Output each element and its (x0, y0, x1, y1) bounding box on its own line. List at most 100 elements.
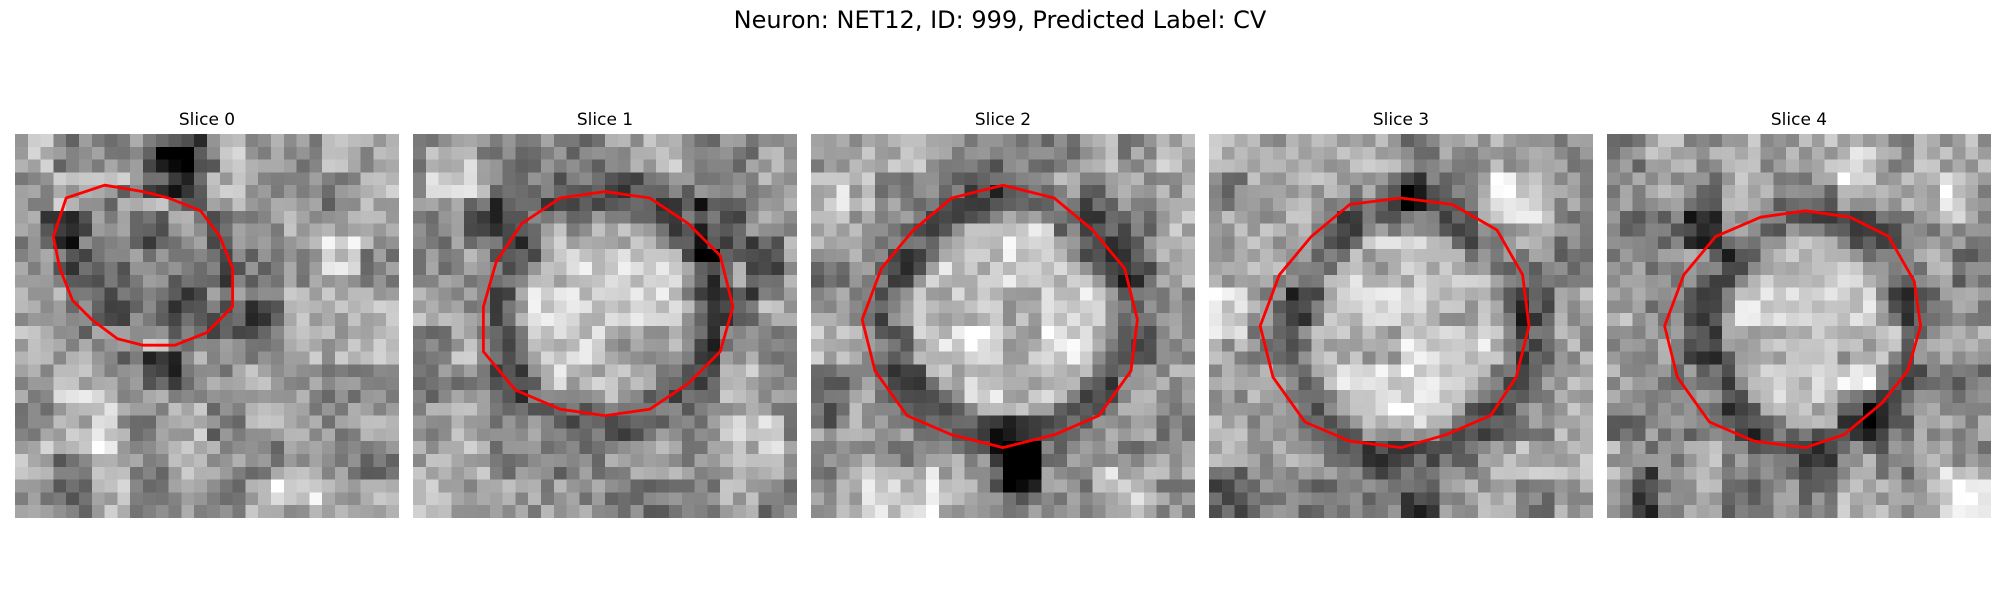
image-pixel (1799, 249, 1813, 263)
image-pixel (913, 262, 927, 276)
image-pixel (1824, 287, 1838, 301)
image-pixel (413, 466, 427, 480)
image-pixel (1939, 415, 1953, 429)
image-pixel (745, 390, 759, 404)
image-pixel (117, 210, 131, 224)
image-pixel (1735, 441, 1749, 455)
image-pixel (1939, 300, 1953, 314)
image-pixel (1375, 274, 1389, 288)
image-pixel (1978, 402, 1991, 416)
image-pixel (720, 172, 734, 186)
image-pixel (1156, 287, 1170, 301)
image-pixel (1978, 313, 1991, 327)
image-pixel (232, 274, 246, 288)
image-pixel (489, 185, 503, 199)
image-pixel (1747, 159, 1761, 173)
image-pixel (579, 351, 593, 365)
image-pixel (1401, 338, 1415, 352)
image-pixel (643, 287, 657, 301)
image-pixel (1939, 351, 1953, 365)
image-pixel (1490, 415, 1504, 429)
image-pixel (1773, 159, 1787, 173)
image-pixel (53, 172, 67, 186)
image-pixel (464, 172, 478, 186)
image-pixel (515, 287, 529, 301)
image-pixel (926, 185, 940, 199)
image-pixel (1965, 300, 1979, 314)
image-pixel (322, 300, 336, 314)
image-pixel (232, 287, 246, 301)
image-pixel (939, 505, 953, 518)
image-pixel (464, 338, 478, 352)
image-pixel (1234, 441, 1248, 455)
image-pixel (745, 134, 759, 148)
image-pixel (592, 210, 606, 224)
image-pixel (130, 223, 144, 237)
image-pixel (771, 134, 785, 148)
image-pixel (977, 274, 991, 288)
image-pixel (694, 505, 708, 518)
image-pixel (245, 338, 259, 352)
image-pixel (1221, 415, 1235, 429)
image-pixel (1580, 428, 1593, 442)
image-pixel (592, 377, 606, 391)
image-pixel (155, 466, 169, 480)
image-pixel (386, 415, 399, 429)
image-pixel (1567, 326, 1581, 340)
image-pixel (335, 364, 349, 378)
image-pixel (553, 326, 567, 340)
image-pixel (964, 351, 978, 365)
image-pixel (1169, 415, 1183, 429)
image-pixel (1580, 338, 1593, 352)
image-pixel (155, 351, 169, 365)
image-pixel (592, 198, 606, 212)
image-pixel (1105, 441, 1119, 455)
image-pixel (219, 402, 233, 416)
image-pixel (784, 377, 797, 391)
image-pixel (720, 466, 734, 480)
image-pixel (1863, 364, 1877, 378)
image-pixel (1554, 492, 1568, 506)
image-pixel (720, 415, 734, 429)
image-pixel (489, 454, 503, 468)
image-pixel (451, 249, 465, 263)
image-pixel (1978, 390, 1991, 404)
image-pixel (541, 185, 555, 199)
image-pixel (1452, 300, 1466, 314)
image-pixel (66, 198, 80, 212)
image-pixel (40, 313, 54, 327)
image-pixel (130, 428, 144, 442)
image-pixel (1092, 364, 1106, 378)
image-pixel (1927, 223, 1941, 237)
image-pixel (258, 390, 272, 404)
image-pixel (823, 505, 837, 518)
image-pixel (309, 364, 323, 378)
image-pixel (1952, 287, 1966, 301)
image-pixel (232, 390, 246, 404)
image-pixel (1607, 159, 1621, 173)
image-pixel (1786, 185, 1800, 199)
image-pixel (1067, 313, 1081, 327)
image-pixel (1658, 364, 1672, 378)
image-pixel (553, 479, 567, 493)
image-pixel (694, 466, 708, 480)
image-pixel (694, 441, 708, 455)
image-pixel (1041, 172, 1055, 186)
image-pixel (1209, 172, 1223, 186)
image-pixel (309, 300, 323, 314)
image-pixel (373, 172, 387, 186)
image-pixel (1234, 287, 1248, 301)
image-pixel (1324, 338, 1338, 352)
image-pixel (1645, 300, 1659, 314)
image-pixel (720, 198, 734, 212)
image-pixel (1978, 236, 1991, 250)
image-pixel (1914, 210, 1928, 224)
image-pixel (1607, 146, 1621, 160)
image-pixel (1298, 185, 1312, 199)
image-pixel (309, 338, 323, 352)
image-pixel (1273, 492, 1287, 506)
image-pixel (1799, 479, 1813, 493)
image-pixel (758, 402, 772, 416)
image-pixel (1182, 313, 1195, 327)
image-pixel (1927, 236, 1941, 250)
